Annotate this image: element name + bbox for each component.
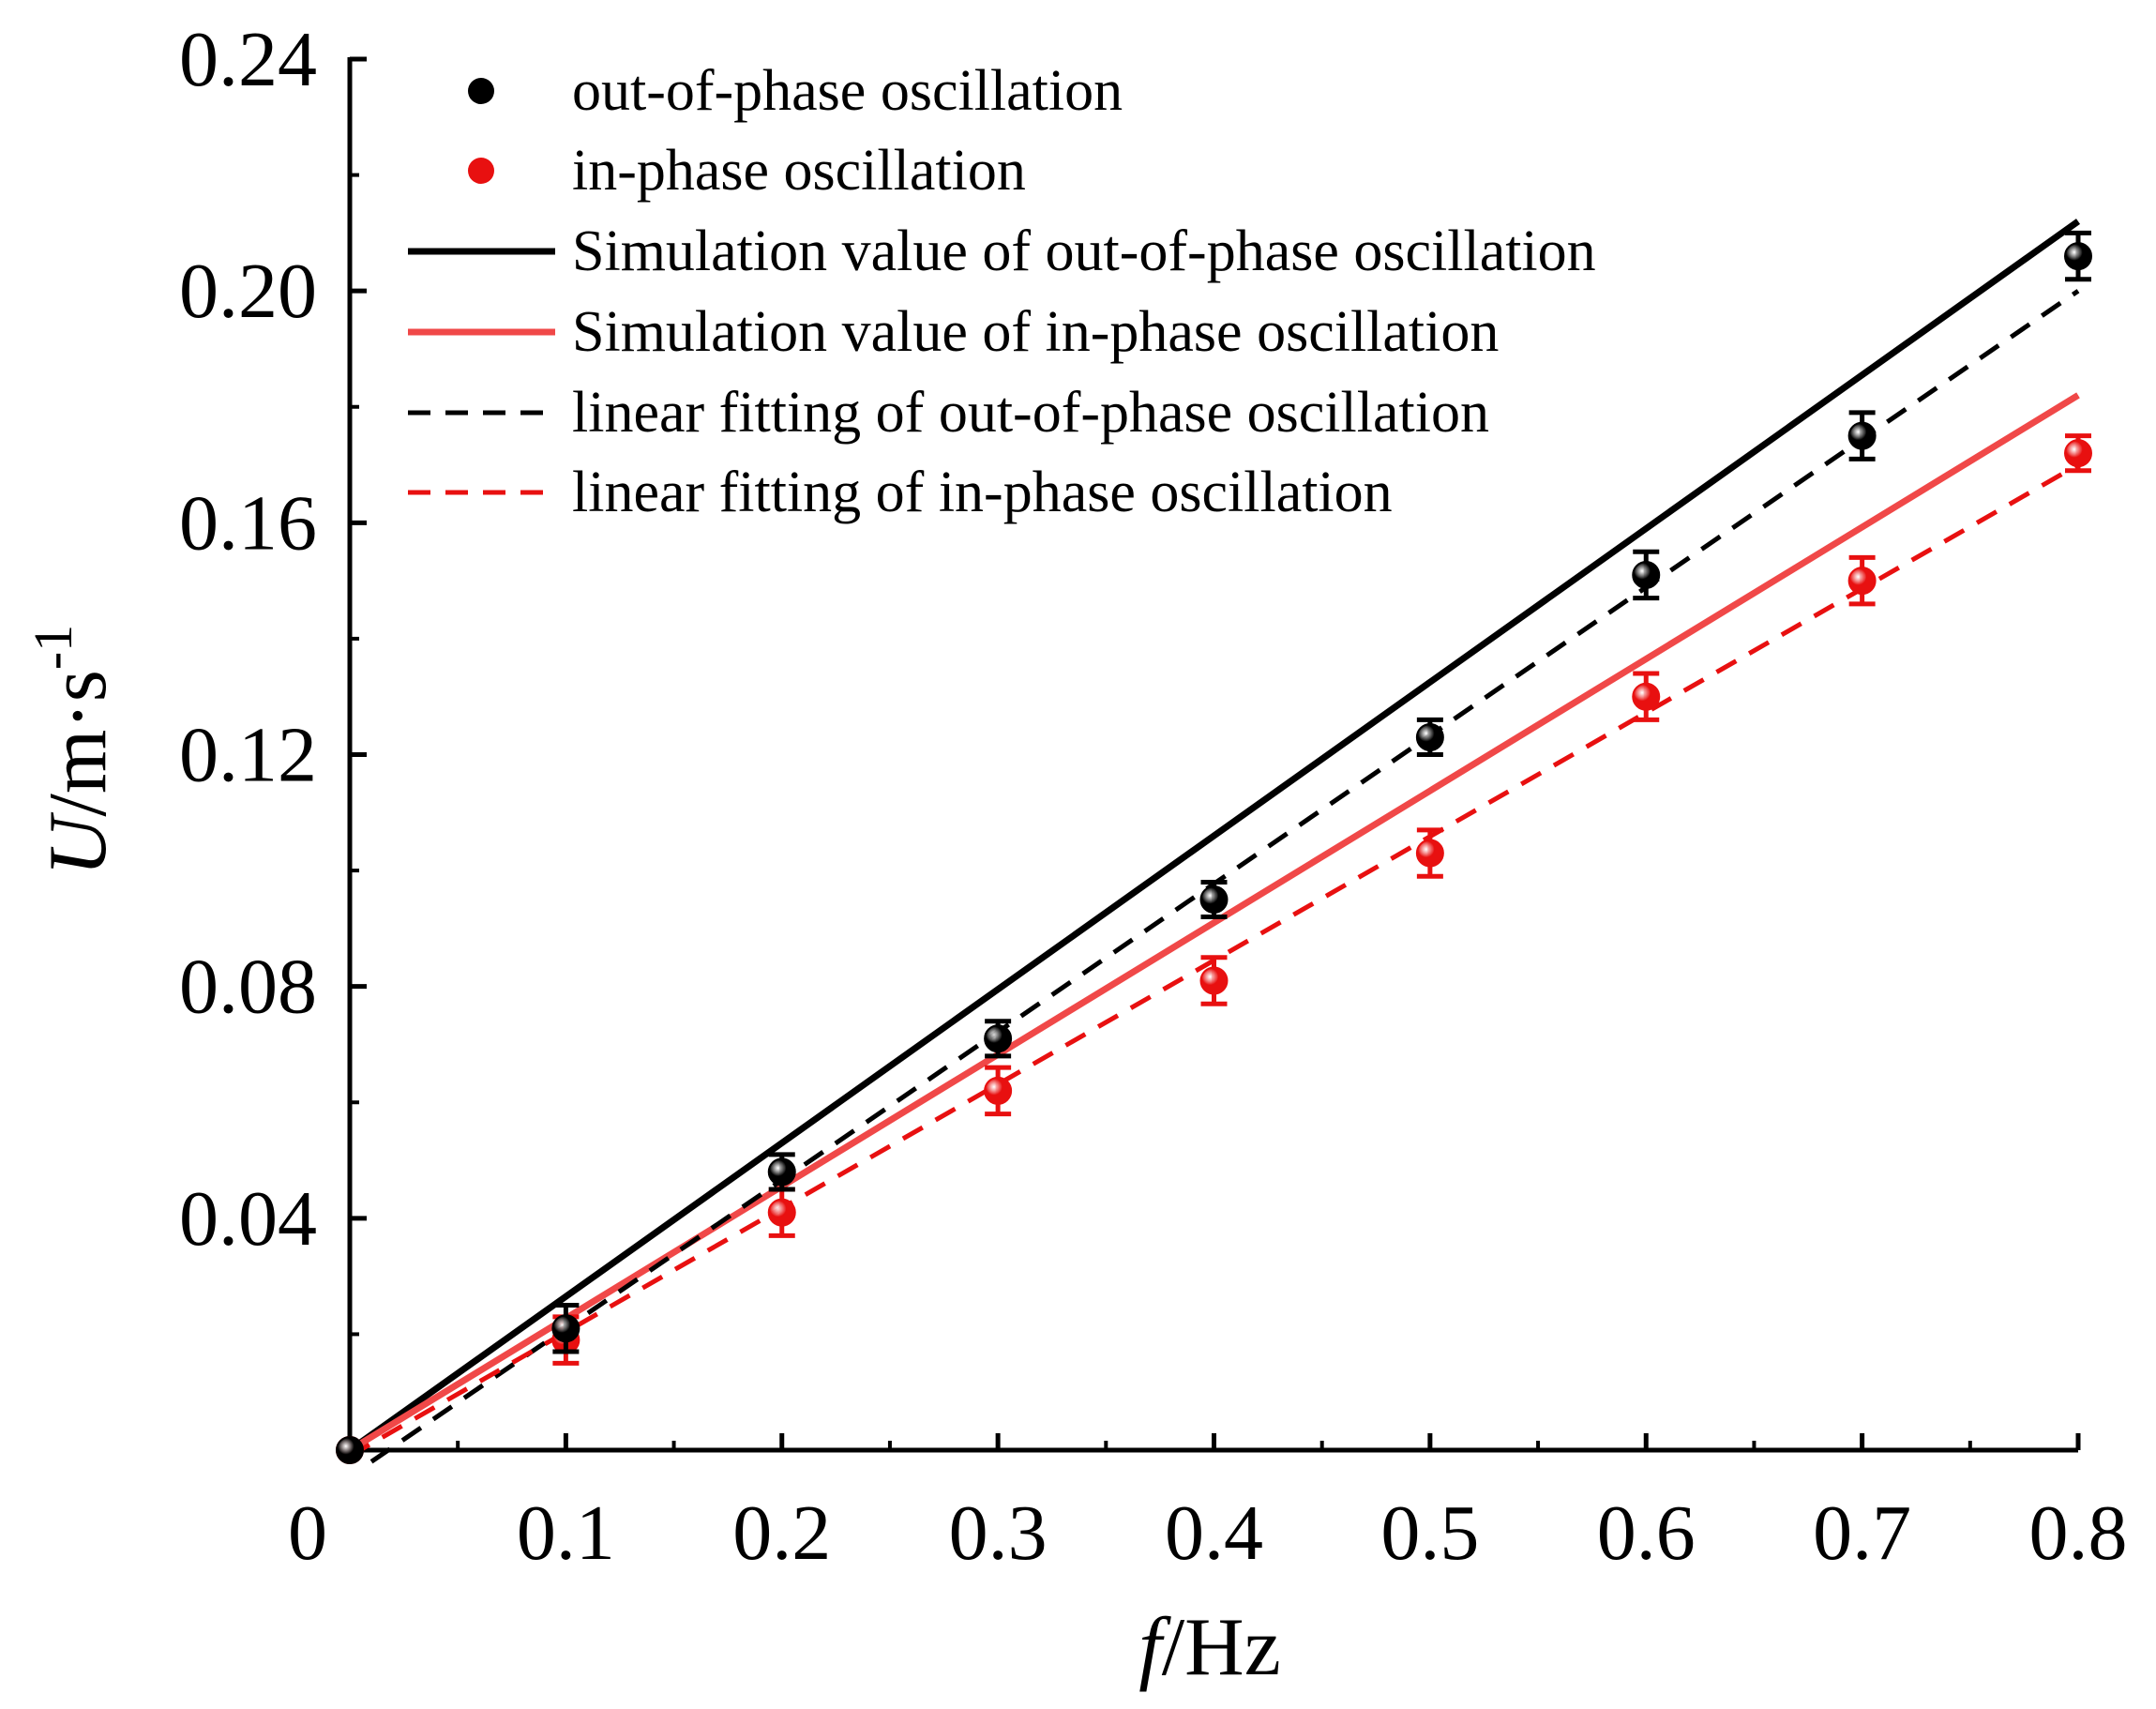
y-tick-label: 0.20 bbox=[179, 248, 317, 335]
x-tick-label: 0.7 bbox=[1813, 1490, 1911, 1577]
legend-label: in-phase oscillation bbox=[572, 139, 1026, 203]
data-point bbox=[1415, 722, 1444, 751]
legend-label: Simulation value of in-phase oscillation bbox=[572, 300, 1499, 364]
y-tick-label: 0.08 bbox=[179, 944, 317, 1031]
y-tick-label: 0.16 bbox=[179, 479, 317, 567]
data-point bbox=[551, 1314, 580, 1343]
legend-label: linear fitting of out-of-phase oscillati… bbox=[572, 381, 1489, 445]
data-point bbox=[336, 1436, 364, 1464]
data-point bbox=[1415, 839, 1444, 868]
legend-label: linear fitting of in-phase oscillation bbox=[572, 461, 1393, 524]
ticks: 0 0.1 0.2 0.3 0.4 0.5 0.6 0.7 0.8 0.04 0.08 0.12 0.1… bbox=[179, 16, 2128, 1577]
y-tick-label: 0.04 bbox=[179, 1175, 317, 1263]
legend-marker bbox=[468, 78, 494, 104]
data-point bbox=[1632, 560, 1661, 589]
legend: out-of-phase oscillation in-phase oscilla… bbox=[408, 59, 1596, 524]
x-tick-label: 0.3 bbox=[949, 1490, 1048, 1577]
data-point bbox=[1847, 421, 1877, 450]
data-point bbox=[2064, 242, 2092, 271]
data-point bbox=[767, 1198, 796, 1227]
x-tick-label: 0.1 bbox=[517, 1490, 615, 1577]
x-tick-label: 0 bbox=[288, 1490, 327, 1577]
legend-label: out-of-phase oscillation bbox=[572, 59, 1123, 123]
y-tick-label: 0.24 bbox=[179, 16, 317, 103]
series-line bbox=[369, 289, 2080, 1464]
data-point bbox=[2064, 439, 2092, 468]
x-tick-label: 0.5 bbox=[1380, 1490, 1479, 1577]
data-point bbox=[984, 1076, 1013, 1105]
data-point bbox=[1199, 885, 1229, 914]
data-point bbox=[1199, 966, 1229, 995]
x-tick-label: 0.6 bbox=[1597, 1490, 1696, 1577]
x-tick-label: 0.4 bbox=[1165, 1490, 1263, 1577]
data-point bbox=[1847, 567, 1877, 596]
legend-label: Simulation value of out-of-phase oscilla… bbox=[572, 219, 1596, 283]
series-line bbox=[347, 219, 2081, 1453]
data-point bbox=[984, 1024, 1013, 1053]
y-tick-label: 0.12 bbox=[179, 712, 317, 799]
x-tick-label: 0.2 bbox=[732, 1490, 831, 1577]
series-points bbox=[336, 230, 2092, 1464]
y-axis-title: U/m·s-1 bbox=[23, 625, 124, 876]
x-axis-title: f/Hz bbox=[1138, 1602, 1281, 1693]
legend-marker bbox=[468, 158, 494, 184]
series-line bbox=[348, 392, 2080, 1453]
x-tick-label: 0.8 bbox=[2029, 1490, 2128, 1577]
data-point bbox=[767, 1157, 796, 1187]
data-point bbox=[1632, 682, 1661, 711]
